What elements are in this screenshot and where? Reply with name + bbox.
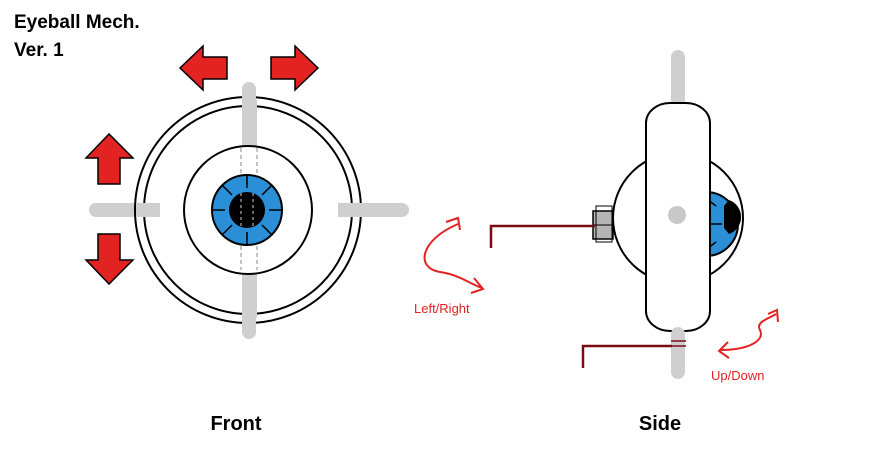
bottom-rod-band bbox=[242, 270, 257, 318]
side-pupil bbox=[724, 200, 742, 234]
left-rod-band bbox=[136, 203, 160, 217]
arrow-down-icon bbox=[84, 233, 135, 286]
left-right-arrowhead-bottom bbox=[470, 277, 485, 294]
side-bottom-rod-thread bbox=[671, 340, 686, 347]
title-line-1: Eyeball Mech. bbox=[14, 12, 140, 33]
arrow-right-icon bbox=[270, 44, 320, 92]
front-view: Front bbox=[84, 44, 409, 435]
left-right-curve-arrow bbox=[423, 223, 483, 289]
title-line-2: Ver. 1 bbox=[14, 40, 64, 61]
left-right-arrowhead-top bbox=[445, 216, 461, 231]
side-view: Left/Right Up/Down Side bbox=[414, 50, 779, 435]
up-down-curve-arrow bbox=[719, 313, 777, 351]
right-rod-band bbox=[338, 203, 362, 217]
arrow-up-icon bbox=[84, 132, 135, 185]
side-label: Side bbox=[639, 413, 681, 435]
arrow-left-icon bbox=[178, 44, 228, 92]
up-down-arrowhead-right bbox=[767, 308, 779, 323]
up-down-label: Up/Down bbox=[711, 368, 764, 383]
iris-spokes bbox=[212, 175, 282, 245]
side-nut-flange bbox=[595, 205, 613, 243]
wire-up-down bbox=[581, 344, 672, 368]
top-rod-band bbox=[242, 100, 257, 150]
side-pivot bbox=[668, 206, 686, 224]
pupil bbox=[229, 192, 265, 228]
left-right-label: Left/Right bbox=[414, 301, 470, 316]
wire-left-right bbox=[489, 224, 595, 248]
up-down-arrowhead-left bbox=[717, 341, 730, 359]
front-label: Front bbox=[210, 413, 261, 435]
